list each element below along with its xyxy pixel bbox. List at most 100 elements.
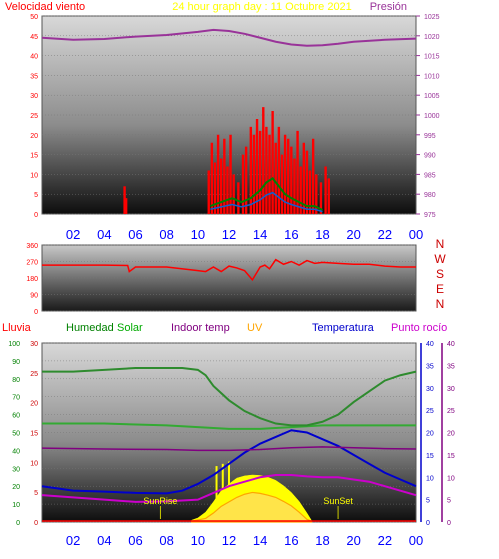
hour-tick-label: 08 bbox=[159, 227, 173, 242]
direction-tick-label: 360 bbox=[26, 243, 38, 250]
hour-tick-label: 20 bbox=[346, 533, 360, 548]
dewpoint-tick-label: 15 bbox=[447, 453, 455, 460]
pressure-tick-label: 1020 bbox=[424, 34, 440, 41]
pressure-tick-label: 980 bbox=[424, 192, 436, 199]
dewpoint-tick-label: 20 bbox=[447, 431, 455, 438]
temperature-tick-label: 15 bbox=[426, 453, 434, 460]
hour-tick-label: 14 bbox=[253, 533, 267, 548]
hour-tick-label: 04 bbox=[97, 227, 111, 242]
wind-tick-label: 5 bbox=[34, 192, 38, 199]
hour-tick-label: 22 bbox=[378, 227, 392, 242]
dewpoint-tick-label: 25 bbox=[447, 408, 455, 415]
legend-temperature: Temperatura bbox=[312, 322, 375, 334]
wind-direction-series bbox=[42, 258, 416, 282]
pressure-line bbox=[41, 28, 417, 47]
direction-tick-label: 180 bbox=[26, 276, 38, 283]
hour-tick-label: 20 bbox=[346, 227, 360, 242]
graph-date-title: 24 hour graph day : 11 Octubre 2021 bbox=[172, 1, 352, 13]
wind-tick-label: 10 bbox=[30, 172, 38, 179]
hour-tick-label: 02 bbox=[66, 227, 80, 242]
temperature-series bbox=[41, 367, 417, 523]
legend-humidity: Humedad bbox=[66, 322, 114, 334]
uv-area bbox=[191, 491, 313, 523]
hour-tick-label: 12 bbox=[222, 227, 236, 242]
rain-tick-label: 30 bbox=[30, 341, 38, 348]
hour-tick-label: 08 bbox=[159, 533, 173, 548]
pressure-tick-label: 985 bbox=[424, 172, 436, 179]
humidity-tick-label: 70 bbox=[12, 395, 20, 402]
wind-tick-label: 20 bbox=[30, 133, 38, 140]
wind-tick-label: 15 bbox=[30, 153, 38, 160]
hour-tick-label: 12 bbox=[222, 533, 236, 548]
hour-tick-label: 22 bbox=[378, 533, 392, 548]
wind-average-line bbox=[209, 177, 323, 211]
pressure-axis: 975 980 985 990 995 1000 1005 1010 1015 1020 1025 bbox=[416, 14, 440, 219]
legend-rain: Lluvia bbox=[2, 322, 32, 334]
rain-tick-label: 5 bbox=[34, 490, 38, 497]
dewpoint-tick-label: 35 bbox=[447, 363, 455, 370]
sun-annotations: SunRise SunSet bbox=[143, 496, 353, 519]
legend-solar: Solar bbox=[117, 322, 143, 334]
hour-tick-label: 16 bbox=[284, 227, 298, 242]
sunset-label: SunSet bbox=[323, 496, 353, 506]
pressure-tick-label: 995 bbox=[424, 133, 436, 140]
hour-tick-label: 10 bbox=[191, 533, 205, 548]
indoor-temp-line bbox=[41, 446, 417, 452]
hour-tick-label: 18 bbox=[315, 227, 329, 242]
dewpoint-tick-label: 0 bbox=[447, 520, 451, 527]
legend-dewpoint: Punto rocío bbox=[391, 322, 447, 334]
wind-lull-line bbox=[210, 191, 323, 213]
hour-tick-label: 18 bbox=[315, 533, 329, 548]
temperature-tick-label: 0 bbox=[426, 520, 430, 527]
wind-direction-axis: 0 90 180 270 360 bbox=[26, 243, 38, 316]
pressure-tick-label: 1010 bbox=[424, 73, 440, 80]
humidity-tick-label: 60 bbox=[12, 413, 20, 420]
wind-tick-label: 35 bbox=[30, 73, 38, 80]
compass-label: N bbox=[436, 237, 445, 251]
hour-tick-label: 04 bbox=[97, 533, 111, 548]
rain-tick-label: 20 bbox=[30, 401, 38, 408]
humidity-tick-label: 90 bbox=[12, 359, 20, 366]
hour-tick-label: 06 bbox=[128, 227, 142, 242]
hour-tick-label: 06 bbox=[128, 533, 142, 548]
temperature-axes: 0 10 20 30 40 50 60 70 80 90 100 0 5 10 15 20 25 30 0 0 5 5 10… bbox=[8, 341, 455, 527]
pressure-tick-label: 1025 bbox=[424, 14, 440, 21]
wind-tick-label: 45 bbox=[30, 34, 38, 41]
hour-tick-label: 14 bbox=[253, 227, 267, 242]
direction-tick-label: 90 bbox=[30, 293, 38, 300]
pressure-title: Presión bbox=[370, 1, 407, 13]
temperature-hour-axis: 02 04 06 08 10 12 14 16 18 20 22 00 bbox=[66, 533, 423, 548]
humidity-tick-label: 40 bbox=[12, 448, 20, 455]
wind-direction-line bbox=[42, 258, 416, 282]
wind-tick-label: 25 bbox=[30, 113, 38, 120]
rain-tick-label: 15 bbox=[30, 431, 38, 438]
dewpoint-tick-label: 10 bbox=[447, 475, 455, 482]
temperature-tick-label: 20 bbox=[426, 431, 434, 438]
humidity-tick-label: 0 bbox=[16, 520, 20, 527]
compass-label: E bbox=[436, 282, 444, 296]
compass-label: N bbox=[436, 297, 445, 311]
direction-tick-label: 270 bbox=[26, 260, 38, 267]
wind-tick-label: 40 bbox=[30, 54, 38, 61]
wind-direction-panel: 0 90 180 270 360 bbox=[26, 243, 417, 316]
temperature-panel: 0 10 20 30 40 50 60 70 80 90 100 0 5 10 15 20 25 30 0 0 5 5 10… bbox=[8, 341, 455, 527]
pressure-tick-label: 1005 bbox=[424, 93, 440, 100]
legend: Lluvia Humedad Solar Indoor temp UV Temp… bbox=[2, 322, 447, 334]
temperature-tick-label: 5 bbox=[426, 498, 430, 505]
temperature-tick-label: 10 bbox=[426, 475, 434, 482]
hour-tick-label: 10 bbox=[191, 227, 205, 242]
dewpoint-tick-label: 30 bbox=[447, 386, 455, 393]
sunrise-label: SunRise bbox=[143, 496, 177, 506]
dewpoint-tick-label: 40 bbox=[447, 341, 455, 348]
humidity-tick-label: 100 bbox=[8, 341, 20, 348]
dewpoint-line bbox=[41, 474, 417, 503]
wind-pressure-series bbox=[41, 28, 417, 214]
hour-tick-label: 16 bbox=[284, 533, 298, 548]
hour-tick-label: 00 bbox=[409, 227, 423, 242]
temperature-tick-label: 30 bbox=[426, 386, 434, 393]
rain-tick-label: 10 bbox=[30, 460, 38, 467]
temperature-tick-label: 25 bbox=[426, 408, 434, 415]
rain-tick-label: 0 bbox=[34, 520, 38, 527]
